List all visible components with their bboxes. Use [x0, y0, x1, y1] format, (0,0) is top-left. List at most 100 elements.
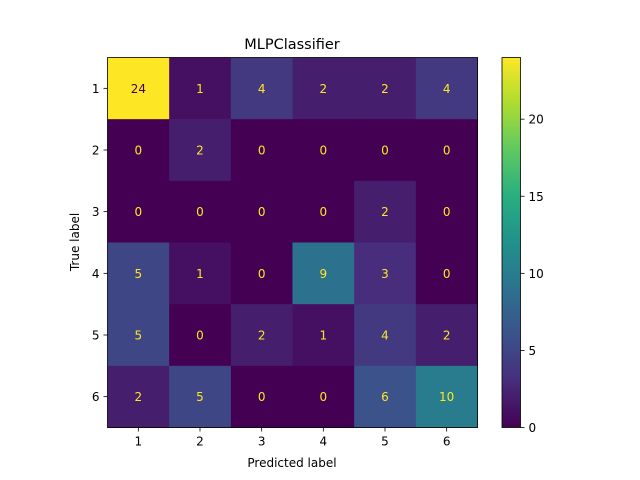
- cell-value-label: 4: [258, 82, 266, 96]
- cell-value-label: 5: [135, 267, 143, 281]
- cell-value-label: 1: [320, 329, 328, 343]
- cell-value-label: 0: [258, 267, 266, 281]
- heatmap-cell: [415, 57, 478, 120]
- cell-value-label: 2: [381, 82, 389, 96]
- cell-value-label: 24: [131, 82, 146, 96]
- heatmap-cell: [354, 119, 417, 182]
- cell-value-label: 1: [196, 267, 204, 281]
- heatmap-cell: [415, 365, 478, 428]
- cell-value-label: 1: [196, 82, 204, 96]
- y-tick-label: 5: [92, 329, 100, 343]
- cell-value-label: 0: [135, 205, 143, 219]
- heatmap-cell: [230, 57, 293, 120]
- x-axis-ticks: 1 2 3 4 5 6: [135, 427, 451, 449]
- cell-value-label: 4: [443, 82, 451, 96]
- y-tick-label: 6: [92, 390, 100, 404]
- cell-value-label: 0: [258, 205, 266, 219]
- x-tick-label: 4: [320, 435, 328, 449]
- cell-value-label: 5: [196, 390, 204, 404]
- y-tick-label: 3: [92, 205, 100, 219]
- cell-value-label: 0: [443, 144, 451, 158]
- heatmap-cell: [107, 304, 170, 367]
- heatmap-cell: [292, 242, 355, 305]
- y-axis-ticks: 1 2 3 4 5 6: [92, 82, 108, 404]
- heatmap-cell: [292, 57, 355, 120]
- heatmap-cell: [169, 57, 232, 120]
- heatmap-cell: [107, 242, 170, 305]
- cell-value-label: 0: [258, 390, 266, 404]
- colorbar-frame: [501, 57, 521, 428]
- x-tick-label: 6: [443, 435, 451, 449]
- colorbar-tick-label: 15: [529, 190, 544, 204]
- y-axis-label: True label: [68, 213, 82, 272]
- heatmap-cell: [354, 365, 417, 428]
- y-tick-label: 2: [92, 144, 100, 158]
- cell-value-label: 0: [443, 267, 451, 281]
- heatmap-cell: [230, 242, 293, 305]
- cell-value-label: 2: [196, 144, 204, 158]
- colorbar-tick-label: 10: [529, 267, 544, 281]
- heatmap-cell: [169, 242, 232, 305]
- heatmap-cell: [107, 180, 170, 243]
- chart-title: MLPClassifier: [244, 37, 340, 53]
- heatmap-cell: [230, 180, 293, 243]
- colorbar: [502, 57, 521, 428]
- y-tick-label: 1: [92, 82, 100, 96]
- heatmap-cell: [169, 304, 232, 367]
- heatmap-cell: [230, 119, 293, 182]
- plot-frame: [107, 57, 478, 428]
- colorbar-ticks: 0 5 10 15 20: [520, 113, 544, 435]
- cell-value-label: 6: [381, 390, 389, 404]
- heatmap-cell: [230, 365, 293, 428]
- heatmap-cell: [169, 180, 232, 243]
- heatmap-cell: [415, 119, 478, 182]
- heatmap-cell: [169, 365, 232, 428]
- heatmap-cell: [230, 304, 293, 367]
- colorbar-tick-label: 5: [529, 344, 537, 358]
- cell-value-label: 2: [258, 329, 266, 343]
- heatmap-cell: [415, 180, 478, 243]
- cell-value-label: 0: [381, 144, 389, 158]
- x-tick-label: 2: [196, 435, 204, 449]
- cell-value-label: 0: [320, 390, 328, 404]
- heatmap-cell: [292, 180, 355, 243]
- colorbar-tick-label: 0: [529, 421, 537, 435]
- heatmap-cell: [292, 365, 355, 428]
- cell-value-label: 9: [320, 267, 328, 281]
- heatmap-cell: [415, 304, 478, 367]
- x-tick-label: 5: [381, 435, 389, 449]
- x-tick-label: 3: [258, 435, 266, 449]
- cell-value-label: 0: [443, 205, 451, 219]
- heatmap-cell: [107, 365, 170, 428]
- heatmap-cell: [415, 242, 478, 305]
- cell-value-label: 5: [135, 329, 143, 343]
- cell-value-label: 4: [381, 329, 389, 343]
- cell-value-label: 3: [381, 267, 389, 281]
- x-axis-label: Predicted label: [247, 456, 336, 470]
- heatmap-cell: [169, 119, 232, 182]
- heatmap-cell: [354, 242, 417, 305]
- cell-value-label: 0: [258, 144, 266, 158]
- cell-value-label: 2: [135, 390, 143, 404]
- cell-value-label: 2: [381, 205, 389, 219]
- y-tick-label: 4: [92, 267, 100, 281]
- cell-value-labels: 24 1 4 2 2 40 2 0 0 0 00 0 0 0 2 05 1 0 9 3 05 0 2 1 4 22 5 0 0 6 10: [131, 82, 455, 404]
- colorbar-tick-label: 20: [529, 113, 544, 127]
- cell-value-label: 2: [443, 329, 451, 343]
- heatmap-cell: [292, 119, 355, 182]
- heatmap-cells: [107, 57, 478, 428]
- cell-value-label: 0: [320, 144, 328, 158]
- heatmap-cell: [107, 119, 170, 182]
- heatmap-cell: [292, 304, 355, 367]
- x-tick-label: 1: [135, 435, 143, 449]
- heatmap-cell: [354, 57, 417, 120]
- cell-value-label: 2: [320, 82, 328, 96]
- cell-value-label: 10: [439, 390, 454, 404]
- heatmap-cell: [354, 180, 417, 243]
- heatmap-cell: [107, 57, 170, 120]
- cell-value-label: 0: [320, 205, 328, 219]
- cell-value-label: 0: [196, 205, 204, 219]
- cell-value-label: 0: [135, 144, 143, 158]
- heatmap-cell: [354, 304, 417, 367]
